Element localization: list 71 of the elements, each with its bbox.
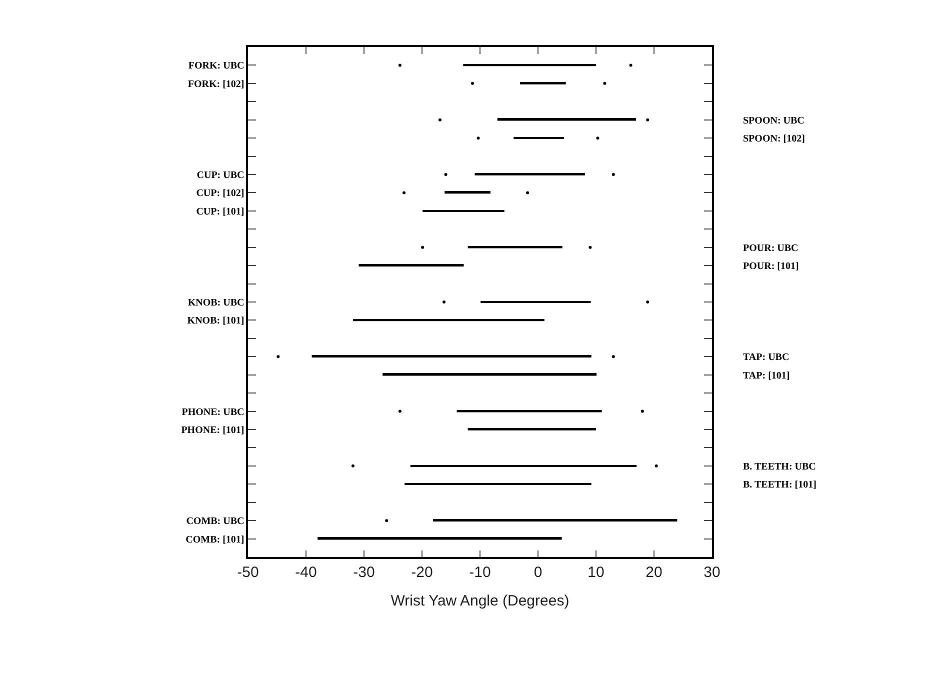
y2-tick-label: SPOON: [102] [743,134,805,145]
x-tick-label: -40 [295,564,317,581]
y-tick-label: CUP: [102] [196,188,244,200]
y-tick-label: KNOB: [101] [187,316,244,327]
point [612,355,615,358]
y-tick-label: CUP: [101] [196,206,244,218]
bar [497,118,636,121]
point [629,64,632,67]
bar [422,210,504,212]
bar [456,410,602,412]
y2-tick-label: POUR: [101] [743,261,799,272]
point [421,246,424,249]
bar [444,191,490,194]
bar [474,173,585,176]
point [398,64,402,67]
point [444,173,448,176]
y2-tick-label: POUR: UBC [743,242,798,254]
bar [468,428,596,430]
y2-tick-label: TAP: UBC [743,352,790,364]
point [470,82,474,85]
point [276,355,280,358]
y-tick-label: FORK: UBC [188,60,244,72]
bar [318,537,562,540]
y-tick-label: KNOB: UBC [188,298,244,308]
x-tick-label: 30 [704,564,720,581]
x-tick-label: -20 [411,564,433,581]
x-tick-label: 10 [588,564,604,581]
point [640,410,644,413]
point [646,300,650,304]
point [603,82,606,85]
point [476,136,480,140]
bar [352,319,544,322]
x-tick-label: -10 [469,564,491,581]
y-tick-label: PHONE: UBC [182,406,244,418]
bar [410,465,637,467]
y-tick-label: COMB: UBC [186,516,244,528]
bar [480,301,591,303]
bar [514,137,564,139]
y-tick-label: PHONE: [101] [181,425,244,436]
x-tick-label: 20 [646,564,662,581]
bar [520,82,566,84]
bar [463,64,596,66]
x-tick-label: -30 [353,564,375,581]
x-tick-label: -50 [237,564,259,581]
point [398,410,402,413]
point [402,191,406,194]
y2-tick-label: B. TEETH: [101] [743,480,816,491]
point [438,118,442,122]
point [442,300,446,304]
point [526,191,530,194]
bar [433,519,678,522]
point [351,464,354,468]
x-tick-label: 0 [534,564,542,581]
bar [404,483,592,486]
y2-tick-label: SPOON: UBC [743,115,804,126]
y-tick-label: COMB: [101] [186,534,244,546]
point [588,246,592,249]
bar [312,355,592,358]
point [646,118,650,122]
bar [382,373,597,376]
y2-tick-label: B. TEETH: UBC [743,461,816,472]
x-axis-title: Wrist Yaw Angle (Degrees) [390,592,570,610]
bar [468,246,562,248]
point [654,464,658,468]
point [596,136,600,140]
y2-tick-label: TAP: [101] [743,370,790,382]
point [385,519,388,522]
bar [358,264,464,266]
y-tick-label: FORK: [102] [188,78,244,90]
y-tick-label: CUP: UBC [196,170,244,181]
point [612,173,615,176]
